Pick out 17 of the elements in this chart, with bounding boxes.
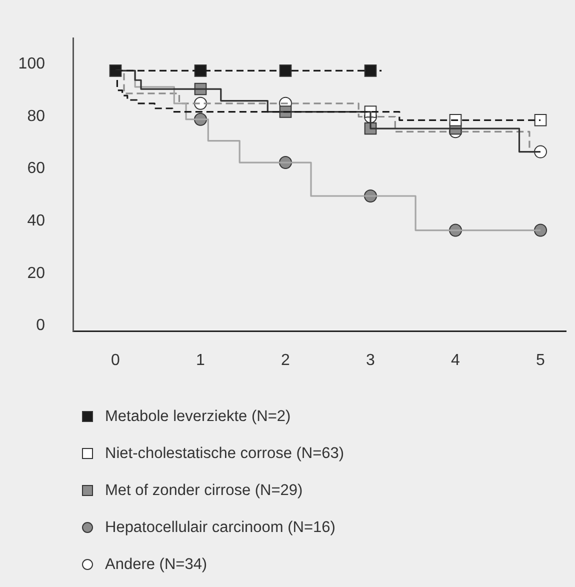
- legend-label: Niet-cholestatische corrose (N=63): [105, 444, 344, 462]
- y-tick-label: 100: [18, 56, 46, 73]
- legend-label: Hepatocellulair carcinoom (N=16): [105, 518, 336, 536]
- x-tick-label: 2: [281, 352, 290, 370]
- y-tick-label: 20: [27, 264, 46, 282]
- x-tick-label: 5: [536, 352, 546, 370]
- x-tick-label: 0: [111, 352, 120, 370]
- y-tick-label: 80: [27, 108, 46, 125]
- x-tick-label: 1: [196, 352, 206, 370]
- x-tick-label: 4: [451, 352, 460, 370]
- legend-label: Metabole leverziekte (N=2): [105, 408, 291, 426]
- legend-label: Andere (N=34): [105, 556, 208, 574]
- x-tick-label: 3: [366, 352, 376, 370]
- y-tick-label: 0: [36, 317, 46, 334]
- y-tick-label: 60: [27, 160, 46, 178]
- y-tick-label: 40: [27, 212, 46, 230]
- legend-label: Met of zonder cirrose (N=29): [105, 482, 303, 500]
